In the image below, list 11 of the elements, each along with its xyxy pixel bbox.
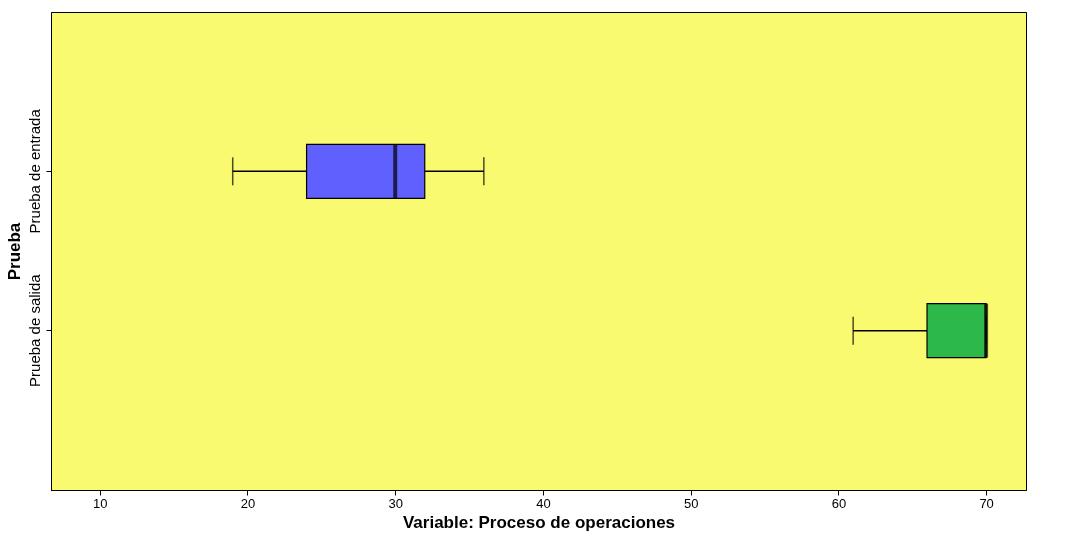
x-tick-label: 20	[240, 495, 256, 511]
x-tick-label: 60	[831, 495, 847, 511]
x-tick-label: 40	[536, 495, 551, 511]
y-axis-title: Prueba	[4, 222, 24, 281]
x-tick-label: 10	[93, 495, 108, 511]
x-tick-label: 30	[388, 495, 403, 511]
x-tick-label: 50	[683, 495, 699, 511]
y-tick-label: Prueba de entrada	[25, 108, 43, 234]
x-axis-title: Variable: Proceso de operaciones	[402, 512, 676, 532]
x-tick-label: 70	[979, 495, 994, 511]
y-tick-label: Prueba de salida	[25, 273, 43, 387]
